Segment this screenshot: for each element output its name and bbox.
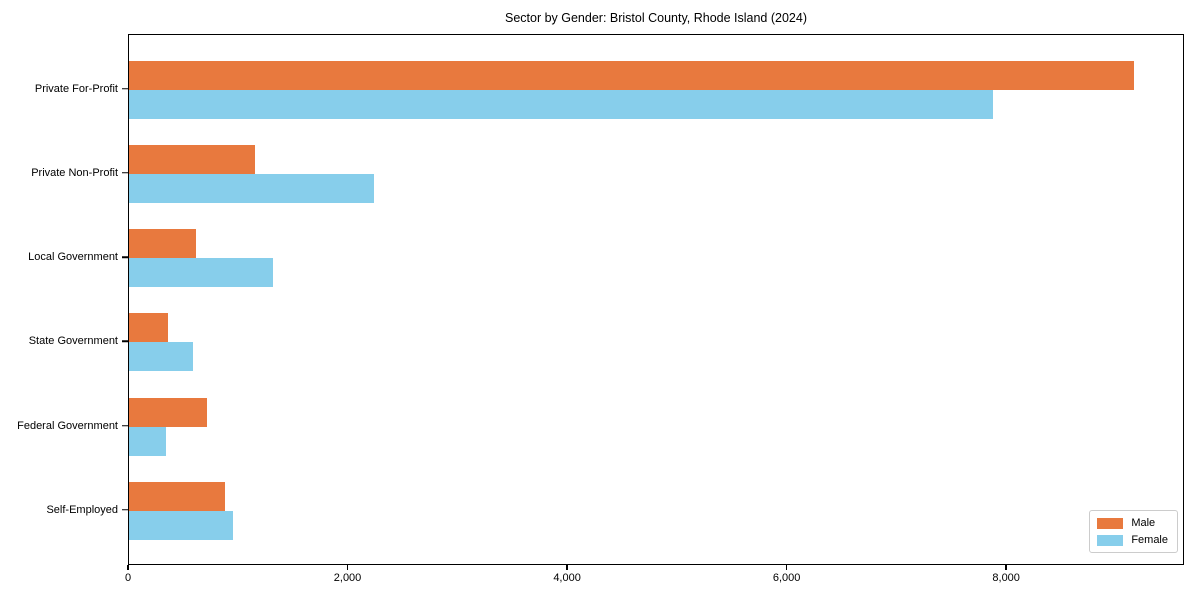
legend: Male Female bbox=[1089, 510, 1178, 553]
bar-male-self-employed bbox=[129, 481, 226, 511]
bar-male-private-for-profit bbox=[129, 60, 1134, 90]
plot-area bbox=[128, 34, 1184, 565]
bar-female-private-for-profit bbox=[129, 89, 994, 119]
y-tick-private-for-profit bbox=[122, 87, 128, 90]
y-tick-private-non-profit bbox=[122, 172, 128, 174]
y-axis-label-self-employed: Self-Employed bbox=[46, 503, 118, 516]
y-tick-local-government bbox=[122, 256, 128, 258]
y-axis-label-private-non-profit: Private Non-Profit bbox=[31, 166, 118, 179]
x-tick-label-6000: 6,000 bbox=[772, 572, 801, 584]
x-tick-label-0: 0 bbox=[124, 572, 132, 584]
bar-male-federal-government bbox=[129, 397, 207, 427]
x-tick-label-4000: 4,000 bbox=[553, 572, 581, 584]
y-tick-self-employed bbox=[122, 508, 128, 511]
bar-female-self-employed bbox=[129, 510, 234, 540]
y-axis-label-federal-government: Federal Government bbox=[17, 419, 118, 432]
y-axis-label-private-for-profit: Private For-Profit bbox=[34, 82, 118, 95]
y-tick-federal-government bbox=[122, 424, 128, 427]
y-axis-label-state-government: State Government bbox=[28, 335, 118, 348]
x-tick-6000 bbox=[785, 565, 788, 570]
y-tick-state-government bbox=[122, 340, 128, 343]
x-tick-2000 bbox=[346, 565, 349, 570]
bar-male-local-government bbox=[129, 229, 196, 259]
x-tick-0 bbox=[127, 565, 129, 570]
legend-label-male: Male bbox=[1131, 517, 1156, 529]
bar-female-state-government bbox=[129, 342, 193, 372]
bar-female-federal-government bbox=[129, 426, 166, 456]
bar-male-state-government bbox=[129, 313, 168, 343]
x-tick-4000 bbox=[566, 565, 568, 570]
x-tick-label-8000: 8,000 bbox=[992, 572, 1020, 584]
bar-female-private-non-profit bbox=[129, 173, 375, 203]
bar-female-local-government bbox=[129, 258, 273, 288]
x-tick-8000 bbox=[1005, 565, 1007, 570]
legend-swatch-male-icon bbox=[1097, 517, 1124, 529]
legend-swatch-female-icon bbox=[1097, 534, 1124, 546]
chart-title: Sector by Gender: Bristol County, Rhode … bbox=[504, 11, 807, 25]
bar-male-private-non-profit bbox=[129, 144, 255, 174]
legend-entry-female: Female bbox=[1097, 534, 1168, 546]
legend-label-female: Female bbox=[1131, 534, 1168, 546]
x-tick-label-2000: 2,000 bbox=[333, 572, 362, 584]
y-axis-label-local-government: Local Government bbox=[28, 251, 118, 264]
legend-entry-male: Male bbox=[1097, 517, 1168, 529]
